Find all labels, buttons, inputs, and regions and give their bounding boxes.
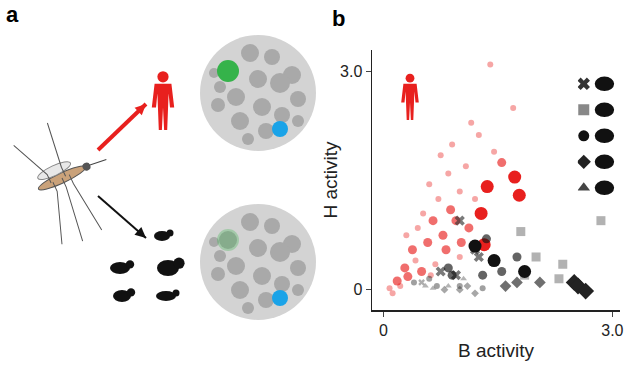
svg-text:H activity: H activity [320, 141, 341, 219]
svg-text:a: a [6, 2, 19, 27]
svg-text:b: b [332, 6, 345, 31]
svg-text:0: 0 [353, 281, 362, 298]
svg-text:3.0: 3.0 [601, 322, 623, 339]
svg-text:B activity: B activity [458, 340, 535, 361]
svg-text:0: 0 [379, 322, 388, 339]
svg-text:3.0: 3.0 [340, 63, 362, 80]
